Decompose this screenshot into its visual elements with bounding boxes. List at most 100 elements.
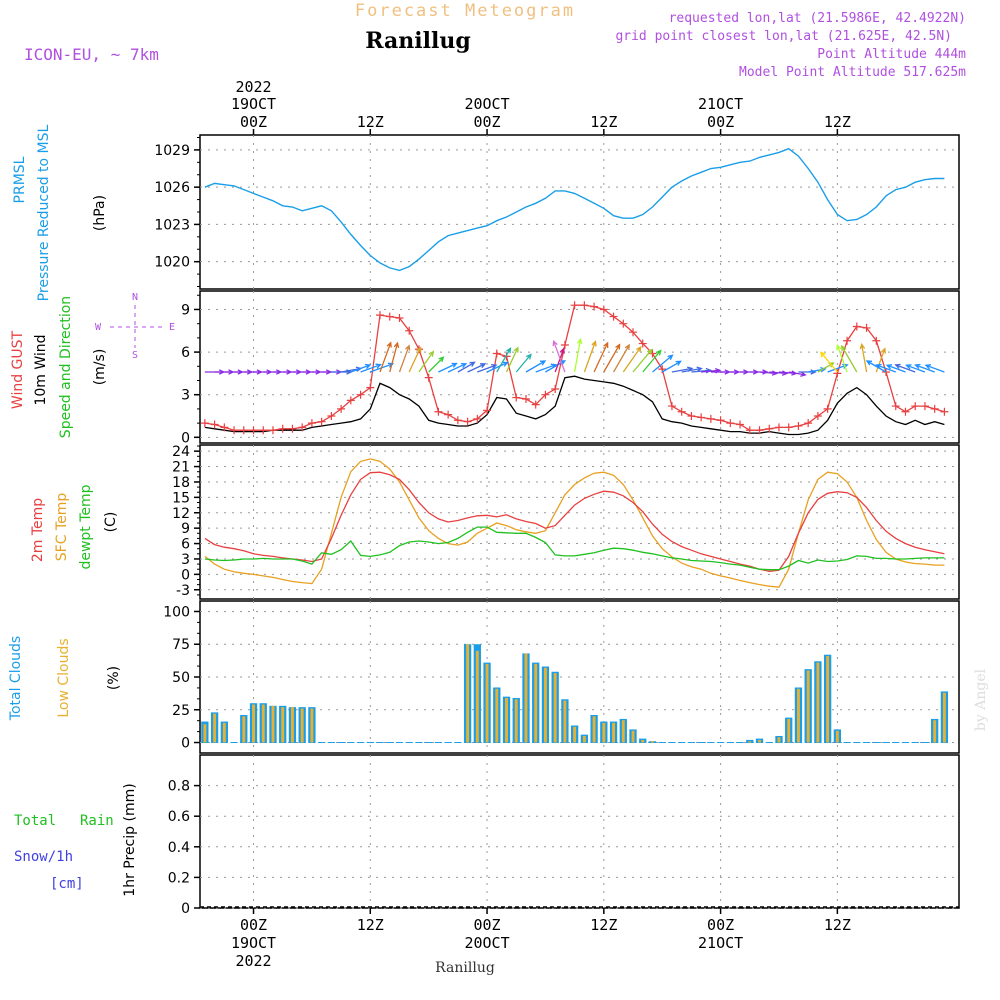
- low-cloud-bar: [485, 663, 489, 743]
- wind-arrow: [603, 343, 621, 373]
- gust-marker: [852, 322, 861, 331]
- gust-marker: [278, 424, 287, 433]
- wind-speed-line: [204, 375, 945, 436]
- wind-arrow: [505, 346, 519, 373]
- pressure-label-b: Pressure Reduced to MSL: [36, 124, 52, 301]
- low-cloud-bar: [300, 708, 304, 743]
- top-hour-label: 00Z: [240, 113, 267, 131]
- low-cloud-bar: [641, 739, 645, 743]
- gust-marker: [736, 420, 745, 429]
- wind-ytick-label: 0: [181, 430, 190, 446]
- gust-marker: [638, 339, 647, 348]
- pressure-ytick-label: 1020: [154, 255, 190, 271]
- gust-marker: [940, 407, 949, 416]
- wind-arrow: [457, 361, 476, 373]
- pressure-labels: PRMSL Pressure Reduced to MSL (hPa): [12, 124, 108, 301]
- compass-rose: N W E S: [95, 292, 175, 361]
- compass-e: E: [169, 322, 175, 333]
- temperature-ytick-label: 24: [172, 444, 190, 460]
- top-hour-label: 00Z: [474, 113, 501, 131]
- bottom-hour-label: 00Z: [240, 916, 267, 934]
- gust-marker: [434, 407, 443, 416]
- cloud-label-low: Low Clouds: [56, 638, 72, 717]
- requested-coords: requested lon,lat (21.5986E, 42.4922N): [669, 11, 966, 26]
- low-cloud-bar: [826, 656, 830, 743]
- wind-arrow: [905, 364, 926, 373]
- precip-label-rain: Rain: [80, 813, 114, 829]
- gust-marker: [580, 301, 589, 310]
- gust-marker: [774, 423, 783, 432]
- gust-marker: [920, 402, 929, 411]
- gust-marker: [872, 336, 881, 345]
- gust-marker: [619, 319, 628, 328]
- bottom-hour-label: 00Z: [707, 916, 734, 934]
- top-hour-label: 12Z: [357, 113, 384, 131]
- low-cloud-bar: [475, 650, 479, 743]
- low-cloud-bar: [514, 699, 518, 743]
- wind-arrow: [467, 363, 487, 373]
- gust-marker: [911, 402, 920, 411]
- wind-arrow: [360, 363, 382, 373]
- gust-marker: [463, 417, 472, 426]
- bottom-hour-label: 12Z: [590, 916, 617, 934]
- gust-marker: [882, 367, 891, 376]
- gust-marker: [833, 369, 842, 378]
- clouds-ytick-label: 25: [172, 703, 190, 719]
- wind-arrow: [769, 370, 789, 376]
- top-hour-label: 12Z: [590, 113, 617, 131]
- clouds-panel: 0 25 50 75 100: [163, 600, 960, 754]
- wind-arrow: [865, 360, 887, 373]
- low-cloud-bar: [816, 662, 820, 743]
- pressure-label-a: PRMSL: [12, 156, 28, 203]
- gust-marker: [706, 414, 715, 423]
- gust-marker: [794, 421, 803, 430]
- wind-frame: [199, 290, 960, 444]
- low-cloud-bar: [213, 713, 217, 743]
- top-date-label: 21OCT: [698, 95, 743, 113]
- bottom-date-label: 21OCT: [698, 934, 743, 952]
- temperature-ytick-label: 6: [181, 537, 190, 553]
- wind-arrow: [894, 363, 916, 373]
- gust-marker: [930, 404, 939, 413]
- gust-marker: [337, 404, 346, 413]
- low-cloud-bar: [563, 700, 567, 743]
- wind-arrow: [525, 360, 547, 373]
- low-cloud-bar: [310, 708, 314, 743]
- wind-ytick-label: 9: [181, 302, 190, 318]
- gust-marker: [444, 410, 453, 419]
- gust-marker: [609, 312, 618, 321]
- gust-marker: [483, 406, 492, 415]
- low-cloud-bar: [651, 741, 654, 743]
- wind-arrow: [875, 347, 886, 373]
- gust-marker: [891, 402, 900, 411]
- wind-arrow: [613, 343, 630, 373]
- low-cloud-bar: [942, 692, 946, 743]
- pressure-line: [204, 147, 945, 272]
- gust-marker: [395, 313, 404, 322]
- chart-title: Forecast Meteogram: [355, 1, 575, 21]
- wind-arrow: [875, 363, 897, 373]
- temp-unit: (C): [103, 512, 119, 533]
- low-cloud-bar: [621, 720, 625, 743]
- precip-frame: [199, 754, 960, 909]
- top-date-label: 20OCT: [464, 95, 509, 113]
- low-cloud-bar: [271, 705, 275, 743]
- gust-marker: [424, 373, 433, 382]
- watermark: by Angel: [973, 668, 989, 731]
- wind-ytick-label: 6: [181, 345, 190, 361]
- low-cloud-bar: [631, 730, 635, 743]
- wind-arrow: [428, 356, 445, 373]
- gust-marker: [629, 328, 638, 337]
- bottom-date-label: 20OCT: [464, 934, 509, 952]
- gust-marker: [755, 426, 764, 435]
- cloud-unit: (%): [106, 666, 122, 690]
- gust-marker: [512, 393, 521, 402]
- precip-label-total: Total: [14, 813, 56, 829]
- gust-marker: [210, 420, 219, 429]
- wind-arrow: [841, 344, 858, 373]
- temp-label-dewpt: dewpt Temp: [78, 484, 94, 569]
- low-cloud-bar: [777, 737, 781, 743]
